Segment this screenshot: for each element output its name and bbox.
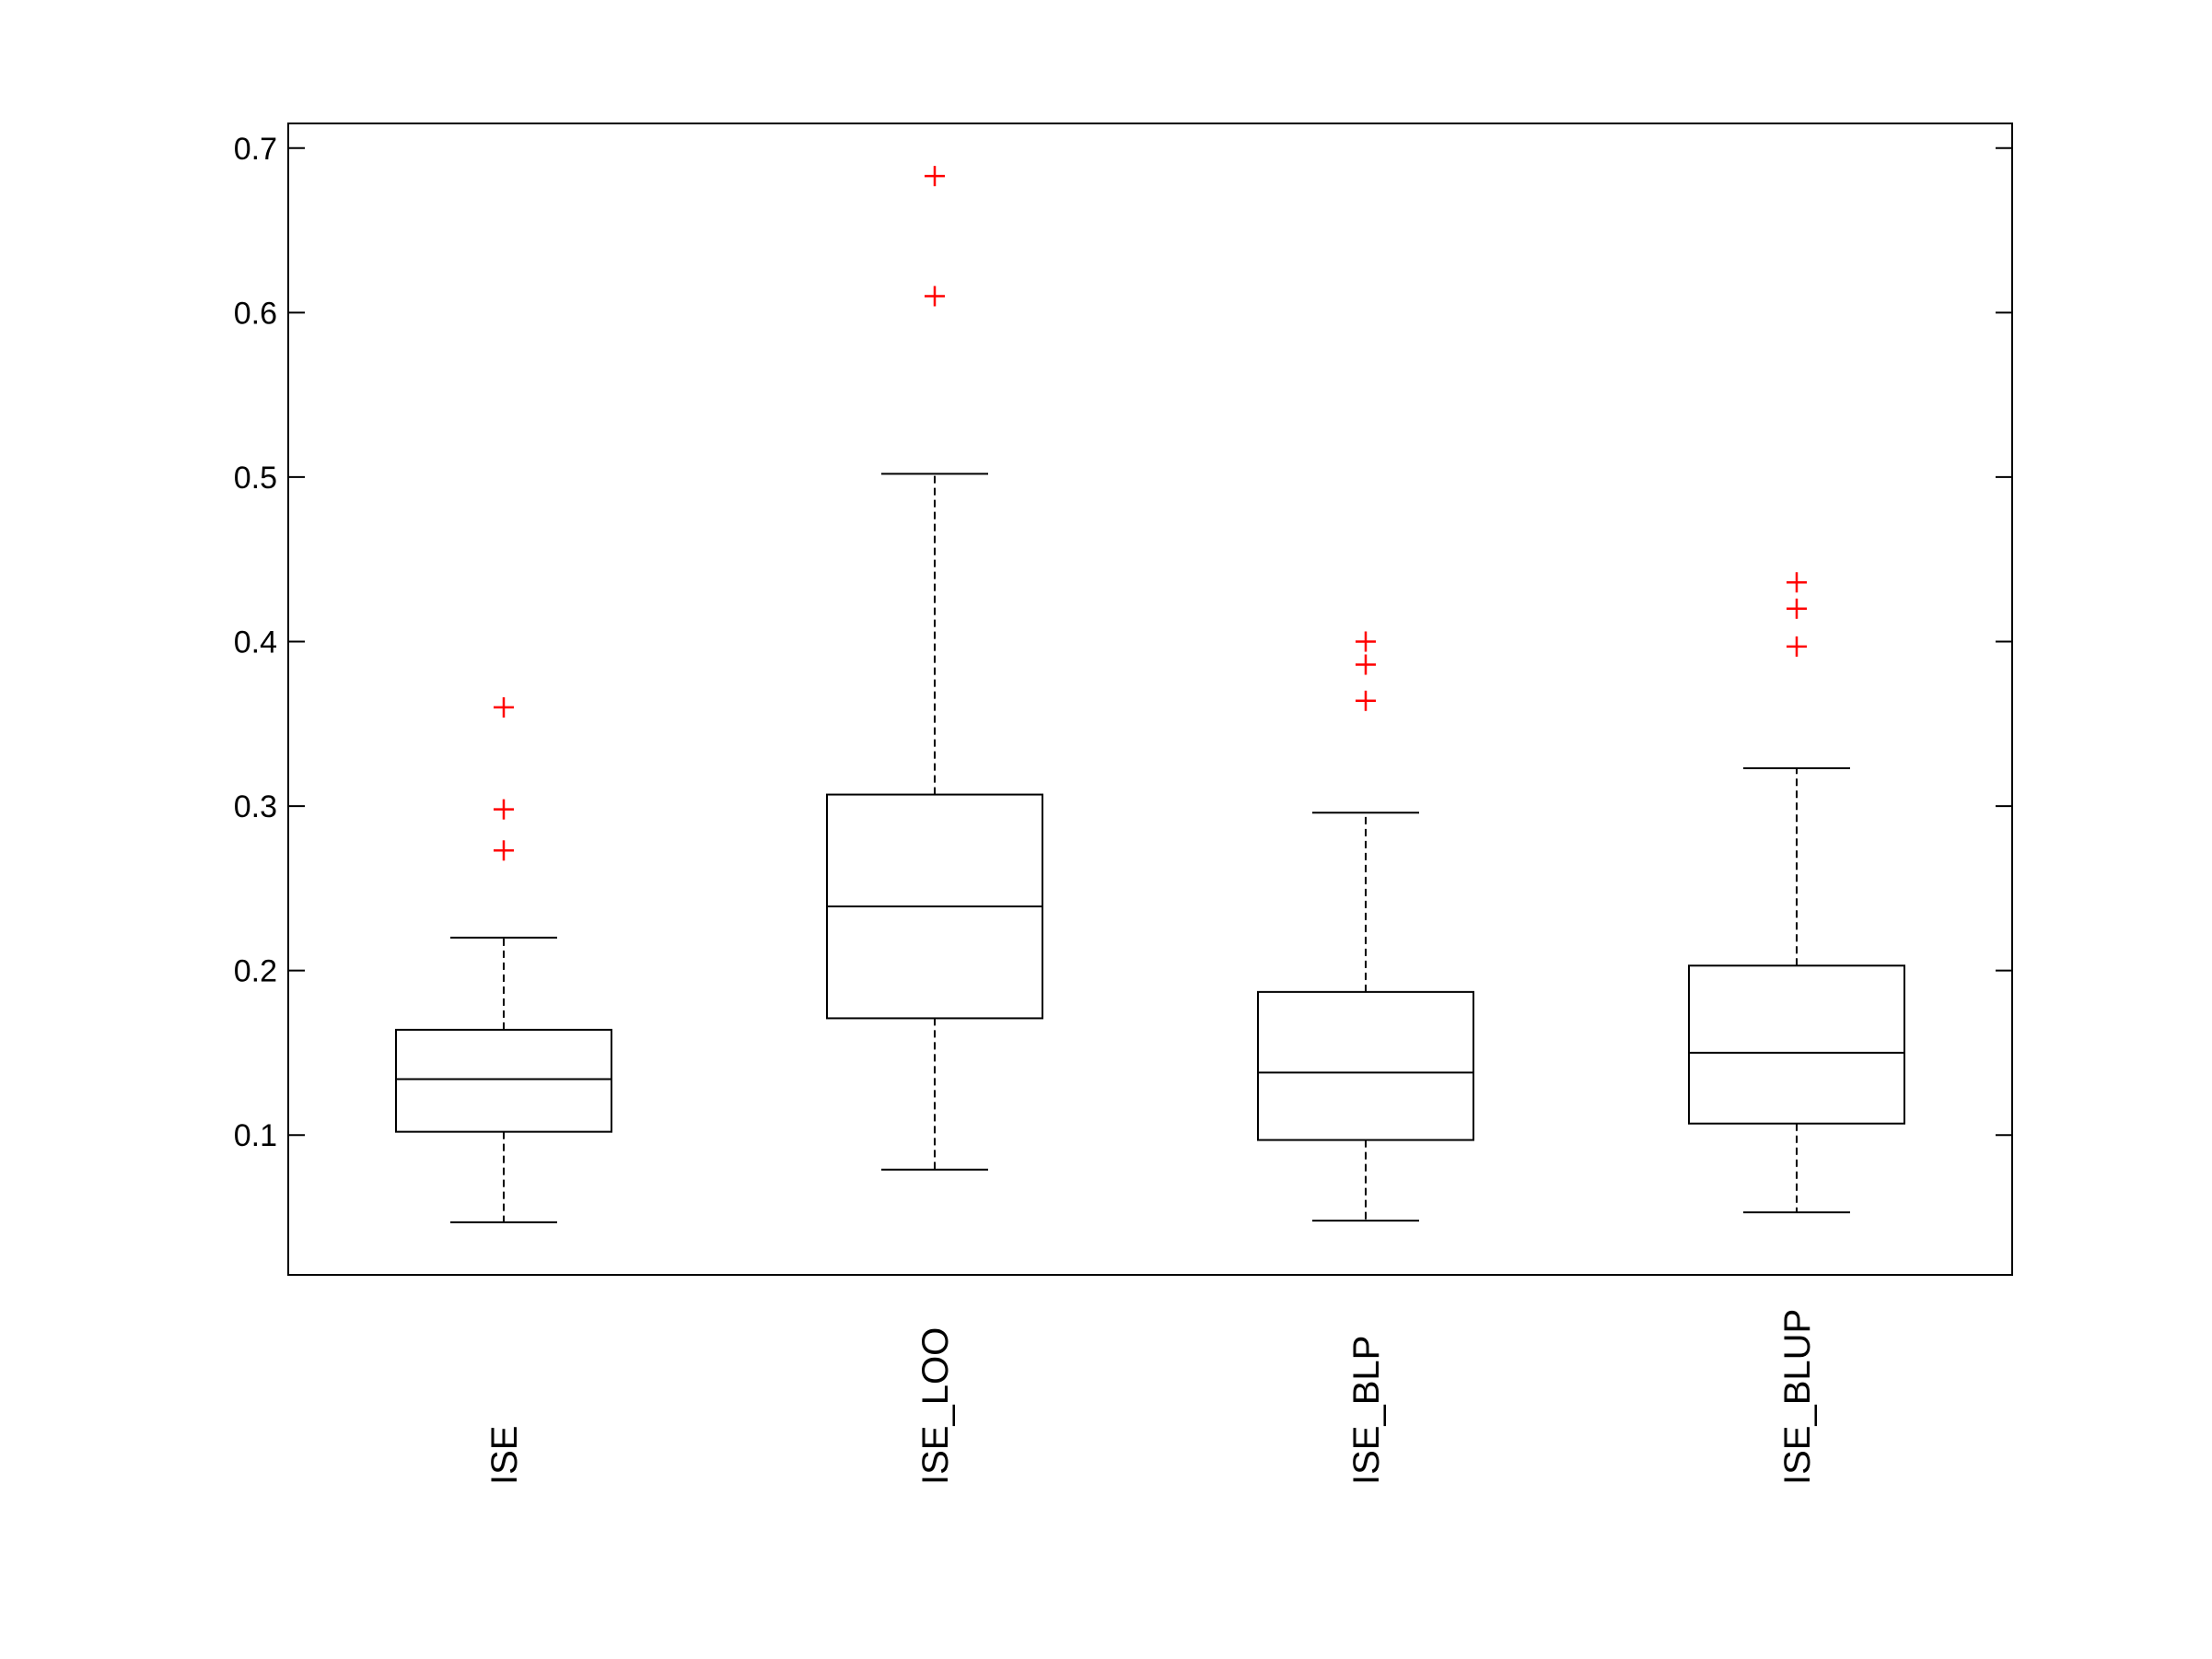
outlier-point <box>494 696 514 718</box>
y-tick-label: 0.5 <box>234 461 277 496</box>
outlier-point <box>925 166 945 187</box>
outlier-point <box>1356 654 1376 675</box>
outlier-point <box>1787 572 1807 593</box>
y-tick-label: 0.6 <box>234 296 277 331</box>
outlier-point <box>1787 598 1807 619</box>
y-tick-label: 0.2 <box>234 954 277 989</box>
box-series <box>395 166 1905 1223</box>
outlier-point <box>494 799 514 820</box>
box-group-ise-blup <box>1688 572 1905 1214</box>
x-category-label: ISE_LOO <box>915 1327 956 1485</box>
y-tick-label: 0.7 <box>234 132 277 167</box>
outlier-point <box>494 840 514 861</box>
y-tick-label: 0.4 <box>234 625 277 660</box>
outlier-point <box>1356 631 1376 652</box>
box-group-ise-blp <box>1257 631 1474 1222</box>
y-tick-label: 0.3 <box>234 789 277 824</box>
interquartile-box <box>395 1028 612 1133</box>
y-axis: 0.1 0.2 0.3 0.4 0.5 0.6 0.7 <box>234 132 2012 1153</box>
outlier-point <box>1787 636 1807 657</box>
plot-area <box>287 123 2013 1276</box>
x-category-label: ISE <box>484 1426 525 1485</box>
outlier-point <box>1356 690 1376 711</box>
y-tick-label: 0.1 <box>234 1118 277 1153</box>
box-group-ise <box>395 696 612 1223</box>
outlier-point <box>925 286 945 307</box>
x-axis: ISE ISE_LOO ISE_BLP ISE_BLUP <box>484 1309 1818 1485</box>
box-group-ise-loo <box>826 166 1043 1171</box>
interquartile-box <box>1688 964 1905 1125</box>
interquartile-box <box>1257 990 1474 1141</box>
x-category-label: ISE_BLP <box>1346 1336 1387 1485</box>
x-category-label: ISE_BLUP <box>1777 1309 1818 1485</box>
